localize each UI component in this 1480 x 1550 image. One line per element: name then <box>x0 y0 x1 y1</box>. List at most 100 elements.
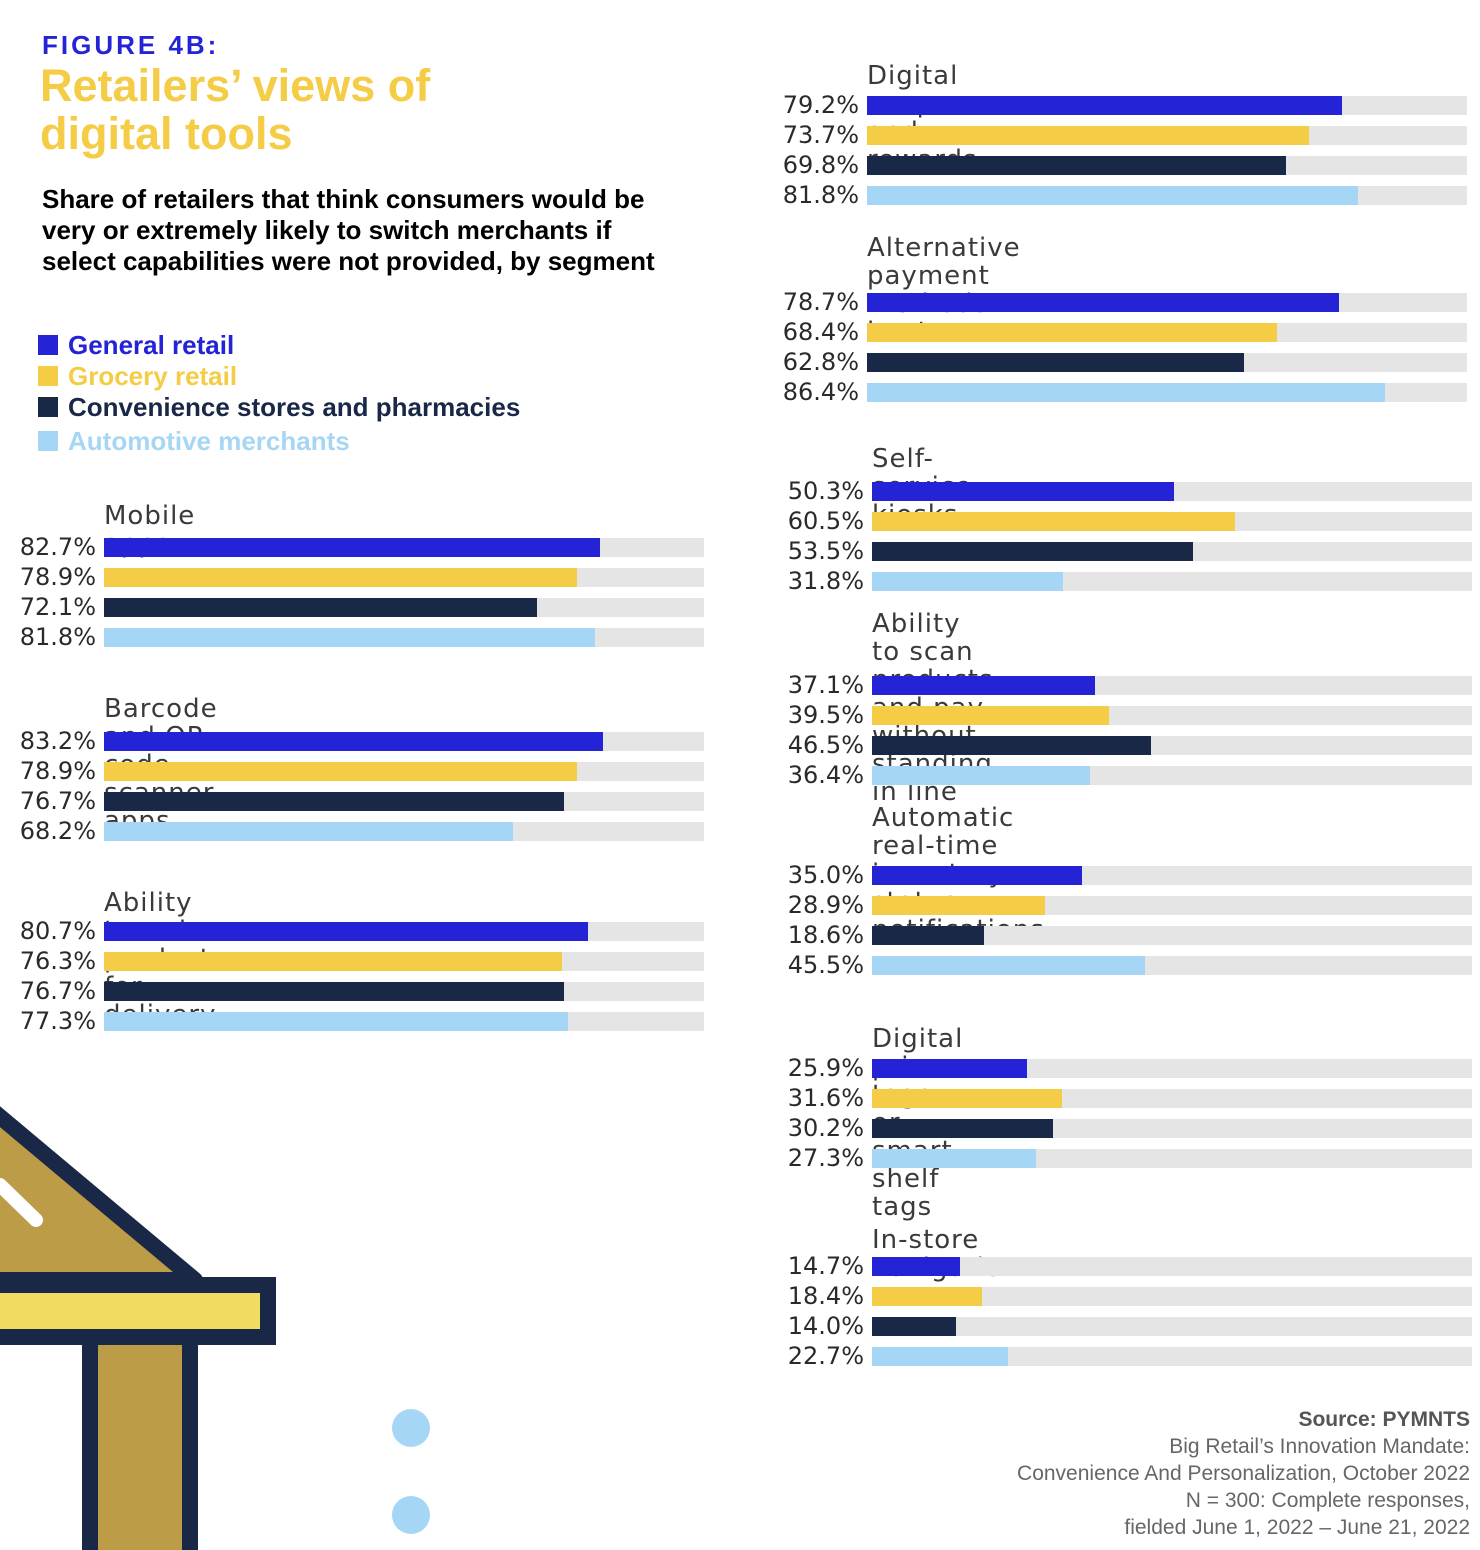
bar-track <box>104 628 704 647</box>
bar-track <box>872 1119 1472 1138</box>
value-label-convenience-stores: 14.0% <box>787 1312 864 1340</box>
bar-track <box>872 926 1472 945</box>
bar-convenience-stores <box>872 1317 956 1336</box>
value-label-automotive-merchants: 27.3% <box>787 1144 864 1172</box>
bar-track <box>872 866 1472 885</box>
bar-track <box>867 353 1467 372</box>
bar-track <box>872 572 1472 591</box>
source-line: N = 300: Complete responses, <box>1185 1489 1470 1512</box>
bar-automotive-merchants <box>872 766 1091 785</box>
value-label-general-retail: 35.0% <box>787 861 864 889</box>
source-line: fielded June 1, 2022 – June 21, 2022 <box>1124 1516 1470 1539</box>
bar-track <box>104 822 704 841</box>
value-label-automotive-merchants: 81.8% <box>782 181 859 209</box>
value-label-grocery-retail: 31.6% <box>787 1084 864 1112</box>
chart-title: Retailers’ views of digital tools <box>40 60 431 159</box>
source-heading: Source: PYMNTS <box>1298 1408 1470 1431</box>
value-label-convenience-stores: 53.5% <box>787 537 864 565</box>
bar-track <box>104 1012 704 1031</box>
bar-grocery-retail <box>104 568 578 587</box>
value-label-automotive-merchants: 81.8% <box>19 623 96 651</box>
roof-highlight <box>0 1178 43 1227</box>
bar-track <box>872 1317 1472 1336</box>
bar-automotive-merchants <box>867 186 1358 205</box>
source-note: Source: PYMNTS Big Retail’s Innovation M… <box>1017 1406 1470 1541</box>
bar-track <box>104 922 704 941</box>
value-label-grocery-retail: 78.9% <box>19 757 96 785</box>
bar-track <box>872 706 1472 725</box>
bar-general-retail <box>104 922 589 941</box>
bar-track <box>872 1149 1472 1168</box>
bar-track <box>104 762 704 781</box>
bar-grocery-retail <box>867 126 1310 145</box>
bar-track <box>104 538 704 557</box>
value-label-convenience-stores: 76.7% <box>19 977 96 1005</box>
bar-automotive-merchants <box>872 572 1063 591</box>
bar-track <box>104 732 704 751</box>
bar-convenience-stores <box>872 736 1151 755</box>
bar-track <box>872 1257 1472 1276</box>
bar-track <box>872 1089 1472 1108</box>
roof-shape <box>0 1106 203 1288</box>
value-label-automotive-merchants: 86.4% <box>782 378 859 406</box>
source-line: Convenience And Personalization, October… <box>1017 1462 1470 1485</box>
value-label-general-retail: 82.7% <box>19 533 96 561</box>
value-label-automotive-merchants: 22.7% <box>787 1342 864 1370</box>
bar-convenience-stores <box>872 542 1193 561</box>
bar-grocery-retail <box>104 762 578 781</box>
value-label-automotive-merchants: 45.5% <box>787 951 864 979</box>
value-label-general-retail: 50.3% <box>787 477 864 505</box>
bar-general-retail <box>104 732 604 751</box>
value-label-general-retail: 83.2% <box>19 727 96 755</box>
bar-track <box>872 736 1472 755</box>
legend-swatch-general-retail <box>38 335 58 355</box>
house-illustration <box>0 1106 276 1550</box>
bar-general-retail <box>104 538 601 557</box>
bar-automotive-merchants <box>867 383 1386 402</box>
bar-grocery-retail <box>872 1287 983 1306</box>
bar-general-retail <box>872 676 1095 695</box>
bar-track <box>104 792 704 811</box>
value-label-general-retail: 37.1% <box>787 671 864 699</box>
value-label-automotive-merchants: 68.2% <box>19 817 96 845</box>
value-label-convenience-stores: 76.7% <box>19 787 96 815</box>
bar-general-retail <box>867 96 1343 115</box>
bar-track <box>867 126 1467 145</box>
value-label-general-retail: 78.7% <box>782 288 859 316</box>
legend-swatch-automotive-merchants <box>38 431 58 451</box>
value-label-grocery-retail: 76.3% <box>19 947 96 975</box>
bar-convenience-stores <box>867 353 1244 372</box>
value-label-grocery-retail: 39.5% <box>787 701 864 729</box>
bar-track <box>872 1287 1472 1306</box>
bar-convenience-stores <box>872 926 984 945</box>
bar-automotive-merchants <box>104 1012 568 1031</box>
bar-convenience-stores <box>104 982 565 1001</box>
decor-dot-top <box>392 1409 430 1447</box>
bar-general-retail <box>872 482 1174 501</box>
bar-grocery-retail <box>104 952 562 971</box>
bar-track <box>872 956 1472 975</box>
bar-track <box>872 1059 1472 1078</box>
value-label-automotive-merchants: 36.4% <box>787 761 864 789</box>
house-wall <box>82 1328 198 1550</box>
value-label-convenience-stores: 46.5% <box>787 731 864 759</box>
bar-grocery-retail <box>872 896 1046 915</box>
legend-label-automotive-merchants: Automotive merchants <box>68 426 350 456</box>
bar-track <box>104 568 704 587</box>
bar-automotive-merchants <box>104 822 514 841</box>
bar-track <box>104 982 704 1001</box>
value-label-automotive-merchants: 77.3% <box>19 1007 96 1035</box>
value-label-grocery-retail: 18.4% <box>787 1282 864 1310</box>
value-label-convenience-stores: 62.8% <box>782 348 859 376</box>
value-label-grocery-retail: 73.7% <box>782 121 859 149</box>
bar-track <box>872 896 1472 915</box>
value-label-automotive-merchants: 31.8% <box>787 567 864 595</box>
bar-automotive-merchants <box>872 1149 1036 1168</box>
bar-track <box>867 156 1467 175</box>
roof-beam <box>0 1277 276 1345</box>
value-label-general-retail: 14.7% <box>787 1252 864 1280</box>
bar-track <box>104 598 704 617</box>
bar-automotive-merchants <box>872 1347 1009 1366</box>
bar-grocery-retail <box>872 706 1109 725</box>
